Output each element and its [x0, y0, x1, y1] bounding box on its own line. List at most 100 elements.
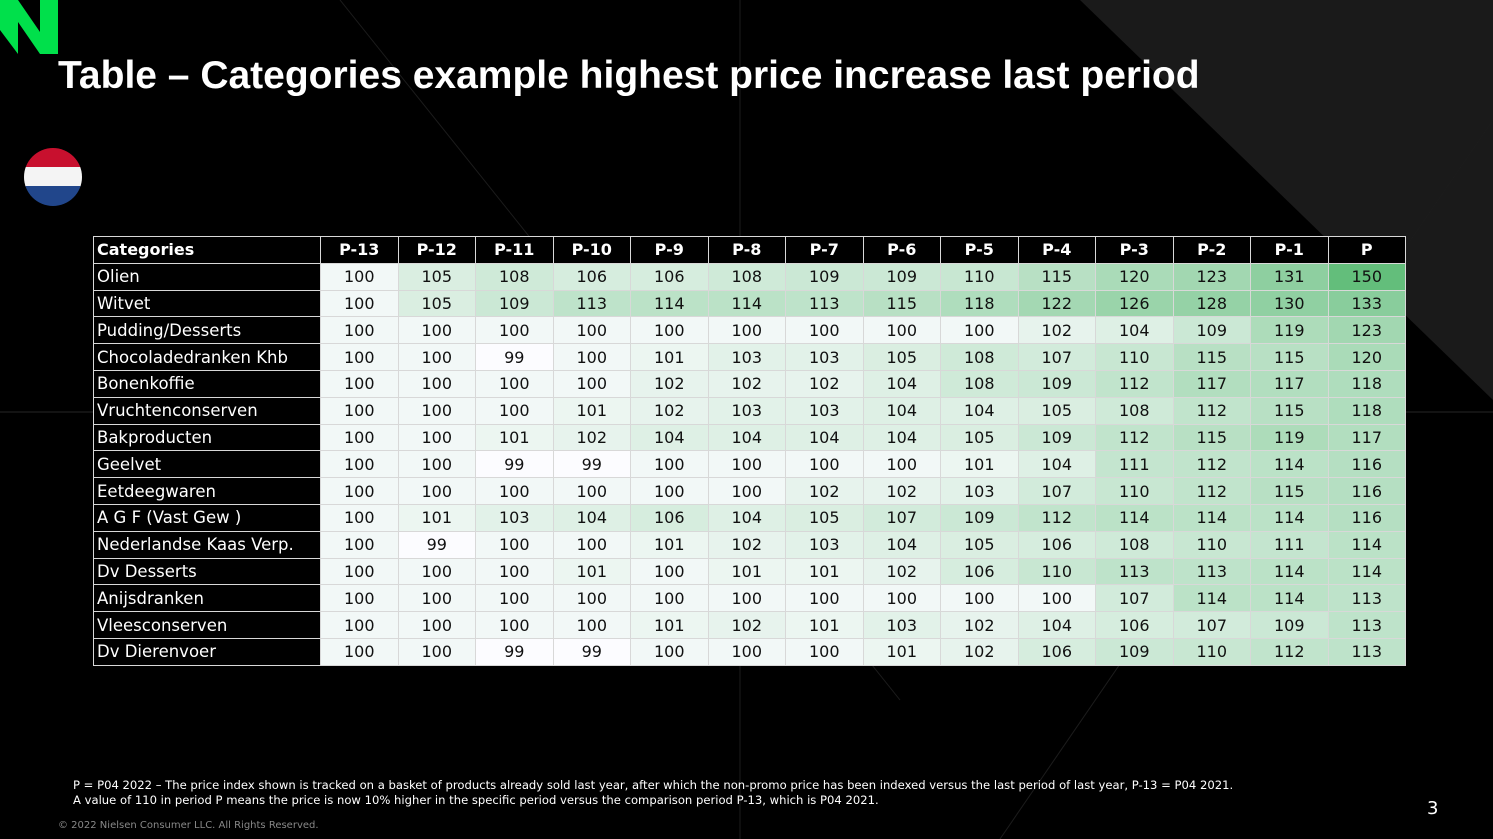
value-cell: 120: [1095, 262, 1174, 291]
value-cell: 100: [630, 557, 709, 586]
table-row: Chocoladedranken Khb 100 100 99 100 101 103 103…: [93, 343, 1406, 371]
value-cell: 118: [1327, 369, 1406, 398]
value-cell: 100: [862, 450, 941, 479]
value-cell: 110: [1172, 530, 1251, 559]
value-cell: 117: [1250, 369, 1329, 398]
value-cell: 119: [1250, 423, 1329, 452]
value-cell: 100: [630, 637, 709, 666]
value-cell: 118: [940, 289, 1019, 318]
value-cell: 100: [630, 450, 709, 479]
value-cell: 100: [552, 343, 631, 371]
footnote: P = P04 2022 – The price index shown is …: [73, 778, 1234, 792]
category-cell: Vruchtenconserven: [93, 396, 321, 425]
value-cell: 112: [1017, 503, 1096, 532]
value-cell: 100: [552, 316, 631, 345]
value-cell: 112: [1172, 477, 1251, 505]
value-cell: 106: [940, 557, 1019, 586]
value-cell: 100: [475, 611, 554, 639]
value-cell: 99: [552, 637, 631, 666]
value-cell: 105: [940, 530, 1019, 559]
value-cell: 102: [552, 423, 631, 452]
value-cell: 112: [1250, 637, 1329, 666]
value-cell: 99: [475, 343, 554, 371]
value-cell: 109: [1172, 316, 1251, 345]
value-cell: 100: [707, 477, 786, 505]
value-cell: 115: [1250, 343, 1329, 371]
value-cell: 100: [397, 477, 476, 505]
value-cell: 103: [785, 530, 864, 559]
value-cell: 107: [1095, 584, 1174, 613]
value-cell: 103: [862, 611, 941, 639]
value-cell: 99: [475, 637, 554, 666]
value-cell: 110: [1095, 343, 1174, 371]
value-cell: 101: [397, 503, 476, 532]
category-cell: Nederlandse Kaas Verp.: [93, 530, 321, 559]
value-cell: 105: [940, 423, 1019, 452]
value-cell: 100: [397, 396, 476, 425]
value-cell: 100: [320, 503, 399, 532]
value-cell: 100: [320, 289, 399, 318]
value-cell: 110: [1017, 557, 1096, 586]
value-cell: 112: [1095, 423, 1174, 452]
table-row: Bakproducten 100 100 101 102 104 104 104 104 105 1…: [93, 423, 1406, 452]
value-cell: 102: [1017, 316, 1096, 345]
value-cell: 100: [397, 316, 476, 345]
value-cell: 126: [1095, 289, 1174, 318]
value-cell: 104: [707, 503, 786, 532]
value-cell: 103: [940, 477, 1019, 505]
value-cell: 104: [630, 423, 709, 452]
value-cell: 114: [707, 289, 786, 318]
value-cell: 107: [1017, 343, 1096, 371]
category-cell: Pudding/Desserts: [93, 316, 321, 345]
flag: [24, 148, 82, 206]
value-cell: 114: [1250, 450, 1329, 479]
value-cell: 100: [1017, 584, 1096, 613]
column-header: P-5: [940, 236, 1019, 264]
value-cell: 101: [940, 450, 1019, 479]
value-cell: 104: [1017, 450, 1096, 479]
value-cell: 101: [630, 343, 709, 371]
value-cell: 104: [1017, 611, 1096, 639]
value-cell: 99: [552, 450, 631, 479]
value-cell: 100: [320, 262, 399, 291]
category-cell: Vleesconserven: [93, 611, 321, 639]
value-cell: 100: [397, 584, 476, 613]
value-cell: 100: [785, 450, 864, 479]
value-cell: 104: [940, 396, 1019, 425]
value-cell: 106: [1017, 530, 1096, 559]
value-cell: 117: [1172, 369, 1251, 398]
value-cell: 108: [475, 262, 554, 291]
value-cell: 100: [552, 530, 631, 559]
value-cell: 101: [552, 396, 631, 425]
value-cell: 104: [862, 423, 941, 452]
value-cell: 101: [785, 611, 864, 639]
column-header: P-2: [1172, 236, 1251, 264]
value-cell: 130: [1250, 289, 1329, 318]
value-cell: 128: [1172, 289, 1251, 318]
value-cell: 112: [1172, 450, 1251, 479]
value-cell: 112: [1172, 396, 1251, 425]
value-cell: 111: [1095, 450, 1174, 479]
value-cell: 133: [1327, 289, 1406, 318]
value-cell: 102: [940, 611, 1019, 639]
value-cell: 114: [1327, 557, 1406, 586]
footnote: A value of 110 in period P means the pri…: [73, 793, 879, 807]
value-cell: 109: [862, 262, 941, 291]
value-cell: 113: [785, 289, 864, 318]
value-cell: 117: [1327, 423, 1406, 452]
category-cell: Chocoladedranken Khb: [93, 343, 321, 371]
value-cell: 108: [940, 343, 1019, 371]
value-cell: 131: [1250, 262, 1329, 291]
table-row: A G F (Vast Gew ) 100 101 103 104 106 104 105 10…: [93, 503, 1406, 532]
value-cell: 107: [1017, 477, 1096, 505]
value-cell: 101: [552, 557, 631, 586]
value-cell: 123: [1172, 262, 1251, 291]
value-cell: 113: [1327, 611, 1406, 639]
value-cell: 103: [785, 343, 864, 371]
value-cell: 100: [397, 611, 476, 639]
value-cell: 100: [552, 611, 631, 639]
value-cell: 108: [1095, 530, 1174, 559]
value-cell: 101: [707, 557, 786, 586]
value-cell: 116: [1327, 477, 1406, 505]
